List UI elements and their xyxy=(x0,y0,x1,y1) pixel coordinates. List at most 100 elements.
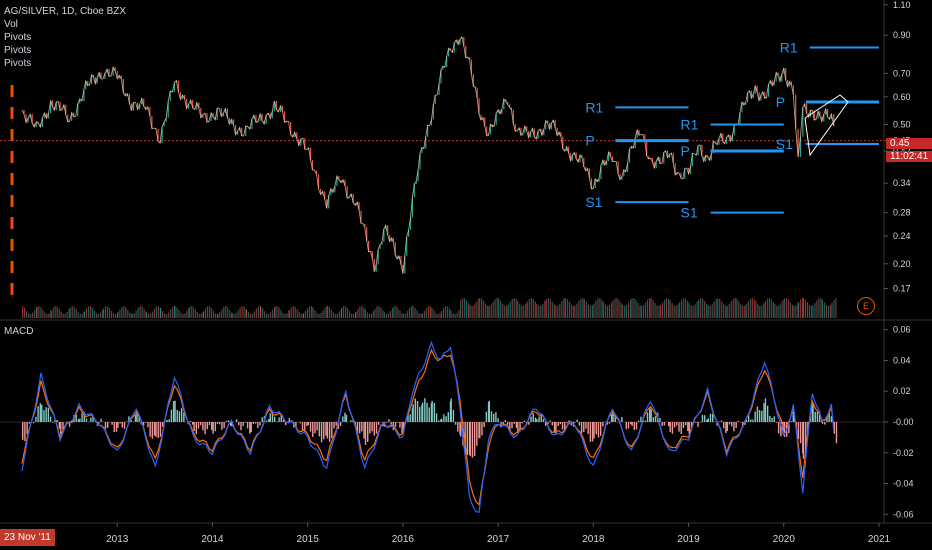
volume-bar xyxy=(24,307,26,318)
legend-pivots-1[interactable]: Pivots xyxy=(4,32,32,43)
macd-histogram-bar xyxy=(320,422,323,443)
macd-histogram-bar xyxy=(401,422,403,434)
volume-bar xyxy=(475,301,477,318)
macd-histogram-bar xyxy=(26,422,28,435)
volume-bar xyxy=(616,298,618,318)
earnings-marker-icon[interactable]: E xyxy=(857,297,875,315)
macd-histogram-bar xyxy=(257,422,259,429)
chart-legend: AG/SILVER, 1D, Cboe BZX Vol Pivots Pivot… xyxy=(4,5,126,70)
volume-bar xyxy=(487,305,489,318)
volume-bar xyxy=(530,298,532,318)
macd-histogram-bar xyxy=(342,416,344,422)
macd-histogram-bar xyxy=(219,422,221,425)
macd-histogram-bar xyxy=(793,411,795,422)
volume-bar xyxy=(561,300,563,318)
volume-bar xyxy=(749,298,751,318)
macd-histogram-bar xyxy=(699,422,701,423)
volume-bar xyxy=(618,299,620,318)
macd-histogram-bar xyxy=(273,416,276,422)
volume-bar xyxy=(395,306,397,318)
macd-histogram-bar xyxy=(612,409,614,422)
macd-histogram-bar xyxy=(782,422,784,435)
volume-bar xyxy=(264,311,266,318)
macd-histogram-bar xyxy=(443,414,445,422)
volume-bar xyxy=(835,298,837,318)
macd-histogram-bar xyxy=(123,422,126,429)
volume-bar xyxy=(119,309,121,318)
macd-histogram-bar xyxy=(725,422,727,433)
macd-histogram-bar xyxy=(238,422,240,426)
volume-bar xyxy=(437,313,439,318)
macd-histogram-bar xyxy=(459,422,461,435)
volume-bar xyxy=(542,303,544,318)
macd-histogram-bar xyxy=(650,409,652,422)
macd-histogram-bar xyxy=(777,422,780,434)
volume-bar xyxy=(753,299,755,318)
macd-histogram-bar xyxy=(652,417,655,422)
legend-vol[interactable]: Vol xyxy=(4,19,18,30)
volume-bar xyxy=(387,313,390,318)
volume-bar xyxy=(642,305,645,318)
volume-bar xyxy=(540,305,542,318)
macd-histogram-bar xyxy=(561,422,564,430)
macd-histogram-bar xyxy=(530,416,532,422)
legend-pivots-2[interactable]: Pivots xyxy=(4,45,32,56)
macd-histogram-bar xyxy=(323,422,325,440)
volume-bar xyxy=(608,305,611,318)
macd-histogram-bar xyxy=(113,422,115,433)
macd-histogram-bar xyxy=(68,422,71,427)
macd-tick-label: 0.06 xyxy=(893,325,911,335)
macd-histogram-bar xyxy=(161,422,164,427)
macd-histogram-bar xyxy=(45,407,47,422)
volume-bar xyxy=(820,298,822,318)
volume-bar xyxy=(330,309,332,318)
volume-bar xyxy=(376,306,378,318)
volume-bar xyxy=(308,306,311,318)
volume-bar xyxy=(648,298,651,318)
volume-bar xyxy=(42,309,44,318)
macd-histogram-bar xyxy=(485,411,488,422)
macd-histogram-bar xyxy=(733,422,735,432)
pivot-label-p: P xyxy=(681,143,690,159)
volume-bar xyxy=(186,310,188,318)
volume-bar xyxy=(348,311,351,318)
macd-histogram-bar xyxy=(414,398,417,422)
volume-bar xyxy=(532,299,534,318)
volume-bar xyxy=(110,310,113,318)
volume-bar xyxy=(576,303,578,318)
macd-tick-label: -0.02 xyxy=(893,448,914,458)
volume-bar xyxy=(740,304,742,318)
volume-bar xyxy=(698,299,700,318)
macd-histogram-bar xyxy=(487,401,490,422)
volume-bar xyxy=(513,298,515,318)
volume-bar xyxy=(425,308,428,318)
macd-histogram-bar xyxy=(587,422,589,434)
macd-histogram-bar xyxy=(314,422,316,434)
volume-bar xyxy=(659,305,662,318)
macd-histogram-bar xyxy=(428,407,430,422)
legend-symbol[interactable]: AG/SILVER, 1D, Cboe BZX xyxy=(4,6,127,17)
volume-bar xyxy=(706,303,708,318)
macd-histogram-bar xyxy=(200,422,202,426)
macd-histogram-bar xyxy=(483,422,485,427)
volume-bar xyxy=(597,298,599,318)
macd-histogram-bar xyxy=(312,422,314,437)
volume-bar xyxy=(302,313,305,318)
volume-bar xyxy=(40,307,42,318)
macd-histogram-bar xyxy=(56,420,58,422)
macd-legend[interactable]: MACD xyxy=(4,326,34,337)
volume-bar xyxy=(217,313,219,318)
legend-pivots-3[interactable]: Pivots xyxy=(4,58,32,69)
macd-histogram-bar xyxy=(676,422,678,426)
volume-bar xyxy=(306,308,309,318)
volume-bar xyxy=(496,298,498,318)
volume-bar xyxy=(582,298,584,318)
macd-histogram-bar xyxy=(454,422,457,425)
volume-bar xyxy=(147,313,149,318)
pivot-label-p: P xyxy=(585,133,594,149)
macd-histogram-bar xyxy=(33,422,35,424)
macd-histogram-bar xyxy=(92,415,94,422)
macd-histogram-bar xyxy=(35,416,37,422)
volume-bar xyxy=(214,313,217,318)
